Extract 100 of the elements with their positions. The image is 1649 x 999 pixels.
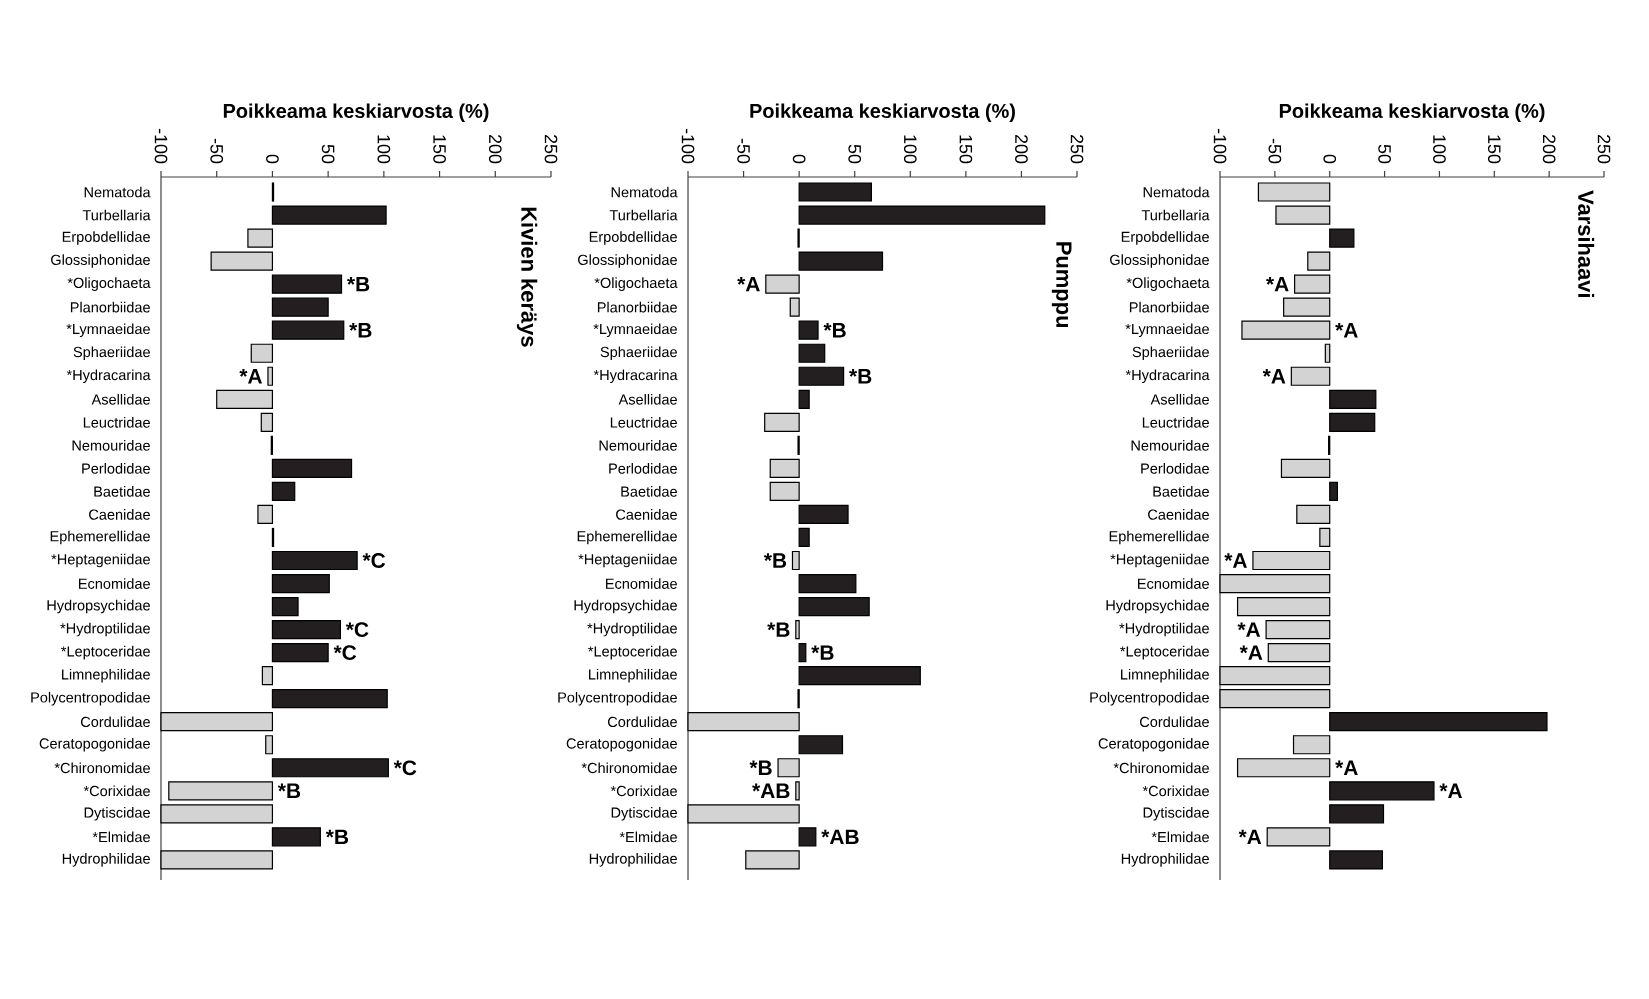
- bar: [795, 781, 800, 801]
- bar: [271, 481, 296, 502]
- y-tick-label: Limnephilidae: [62, 668, 150, 683]
- y-tick-label: Polycentropodidae: [31, 691, 150, 706]
- bar: [798, 366, 845, 386]
- y-tick-label: Dytiscidae: [1143, 807, 1209, 821]
- y-tick-label: *Lymnaeidae: [66, 323, 150, 337]
- x-axis-title: Poikkeama keskiarvosta (%): [223, 103, 489, 122]
- y-tick-label: *Leptoceridae: [61, 645, 150, 660]
- bar: [1329, 228, 1355, 248]
- bar: [271, 205, 387, 225]
- x-tick-label: 100: [377, 135, 391, 164]
- y-tick-label: Planorbiidae: [70, 301, 150, 313]
- y-tick-label: Perlodidae: [1141, 463, 1209, 474]
- y-tick-label: Dytiscidae: [84, 807, 150, 821]
- bar: [1329, 389, 1377, 409]
- y-tick-label: *Heptageniidae: [1110, 553, 1209, 568]
- x-tick-label: 0: [266, 154, 279, 164]
- bar: [687, 804, 800, 824]
- y-tick-label: Planorbiidae: [1129, 301, 1209, 313]
- y-tick-label: Ephemerellidae: [577, 530, 677, 545]
- x-tick-label: 200: [1542, 134, 1556, 164]
- annotation: *A: [239, 369, 262, 384]
- bar: [1219, 666, 1331, 686]
- y-tick-label: Perlodidae: [609, 463, 677, 474]
- annotation: *A: [1224, 553, 1247, 568]
- bar: [764, 412, 800, 432]
- bar: [798, 527, 810, 548]
- x-tick-label: 250: [544, 134, 558, 164]
- bar: [798, 251, 884, 271]
- bar: [1266, 827, 1331, 847]
- bar: [798, 827, 817, 847]
- x-tick-label: 0: [1323, 154, 1337, 164]
- y-tick-label: Hydrophilidae: [1121, 853, 1209, 867]
- y-tick-label: *Hydracarina: [593, 369, 678, 384]
- bar: [1236, 596, 1331, 617]
- x-tick-label: -100: [1213, 128, 1227, 164]
- bar: [1275, 205, 1331, 225]
- x-axis-title: Poikkeama keskiarvosta (%): [750, 103, 1015, 122]
- x-tick-label: -100: [154, 128, 168, 164]
- y-tick-label: Erpobdellidae: [589, 231, 677, 245]
- y-tick-label: Caenidae: [89, 509, 150, 520]
- y-tick-label: Erpobdellidae: [1121, 231, 1209, 245]
- annotation: *C: [333, 645, 357, 661]
- annotation: *B: [849, 369, 872, 384]
- y-tick-label: Hydropsychidae: [47, 599, 150, 614]
- bar: [798, 389, 810, 409]
- bar: [1296, 504, 1331, 525]
- y-tick-label: Ecnomidae: [79, 578, 150, 589]
- y-tick-label: Sphaeriidae: [600, 346, 677, 360]
- y-tick-label: *Hydroptilidae: [1119, 622, 1209, 637]
- bar: [168, 781, 274, 801]
- y-tick-label: *Elmidae: [92, 831, 150, 843]
- bar: [1241, 320, 1331, 340]
- y-tick-label: Polycentropodidae: [558, 691, 677, 706]
- y-tick-label: Leuctridae: [83, 416, 150, 428]
- bar: [271, 274, 343, 294]
- bar: [795, 619, 800, 640]
- bar: [798, 735, 844, 755]
- bar: [257, 504, 274, 525]
- bar: [271, 619, 341, 640]
- annotation: *A: [737, 276, 760, 292]
- x-tick-label: 50: [848, 144, 862, 164]
- y-tick-label: Ecnomidae: [1138, 578, 1209, 589]
- y-tick-label: Nemouridae: [1131, 440, 1209, 451]
- y-tick-label: Sphaeriidae: [73, 346, 150, 360]
- y-tick-label: Glossiphonidae: [51, 254, 150, 268]
- y-tick-label: *Hydroptilidae: [60, 622, 150, 637]
- y-tick-label: *Corixidae: [83, 785, 150, 797]
- y-tick-label: *Elmidae: [619, 831, 677, 843]
- bar: [267, 366, 274, 386]
- y-tick-label: Asellidae: [91, 393, 150, 405]
- y-tick-label: *Oligochaeta: [594, 277, 678, 291]
- x-tick-label: 250: [1070, 134, 1084, 164]
- bar: [1294, 274, 1331, 294]
- y-tick-label: Cordulidae: [81, 716, 150, 728]
- annotation: *B: [277, 783, 301, 798]
- y-tick-label: *Leptoceridae: [1120, 645, 1209, 660]
- bar: [798, 504, 849, 525]
- y-tick-label: Dytiscidae: [611, 807, 677, 821]
- annotation: *B: [763, 553, 787, 568]
- y-tick-label: Caenidae: [1148, 509, 1209, 520]
- bar: [1267, 643, 1331, 663]
- y-tick-label: Asellidae: [1150, 393, 1209, 405]
- bar: [160, 850, 274, 870]
- x-tick-label: 100: [1433, 135, 1446, 164]
- x-tick-label: 50: [321, 144, 335, 164]
- y-tick-label: Asellidae: [618, 393, 677, 405]
- bar: [1257, 182, 1331, 202]
- bar: [271, 643, 329, 663]
- y-tick-label: Perlodidae: [82, 463, 150, 474]
- bar: [271, 689, 388, 709]
- bar: [1319, 527, 1331, 548]
- x-tick-label: -50: [737, 138, 750, 164]
- annotation: *C: [393, 760, 417, 776]
- y-tick-label: Ceratopogonidae: [1098, 737, 1209, 752]
- x-tick-label: -100: [681, 128, 695, 164]
- y-tick-label: *Hydracarina: [66, 369, 151, 384]
- annotation: *B: [349, 323, 372, 338]
- y-tick-label: Turbellaria: [82, 209, 151, 221]
